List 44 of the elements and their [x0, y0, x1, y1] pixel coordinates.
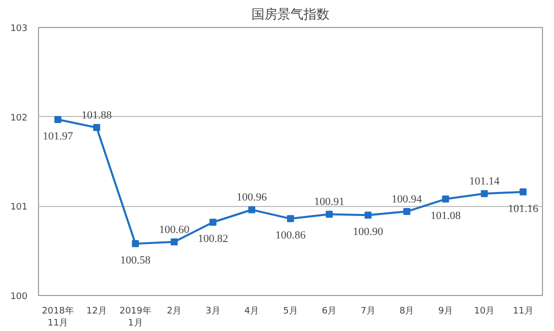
- y-tick-label: 100: [10, 292, 28, 302]
- x-tick-label: 7月: [360, 306, 376, 316]
- x-tick-label: 8月: [399, 306, 414, 316]
- point: [364, 212, 372, 219]
- x-tick-label: 10月: [474, 306, 495, 316]
- point: [209, 218, 216, 226]
- point: [403, 208, 410, 216]
- point: [248, 206, 256, 214]
- data-label: 100.90: [352, 226, 384, 238]
- y-tick-label: 101: [10, 202, 28, 213]
- point: [93, 124, 100, 132]
- y-tick-label: 103: [10, 24, 28, 34]
- data-label: 101.14: [469, 176, 500, 188]
- x-tick-label: 3月: [206, 306, 220, 316]
- x-tick-label: 4月: [244, 306, 260, 316]
- x-tick-label: 5月: [283, 306, 298, 316]
- point: [326, 210, 333, 218]
- x-tick-label: 2018年 11月: [42, 306, 74, 328]
- data-label: 101.16: [508, 202, 539, 215]
- data-label: 100.96: [236, 192, 268, 204]
- point: [480, 190, 488, 198]
- point: [520, 188, 527, 196]
- x-tick-label: 9月: [438, 306, 453, 316]
- chart-title: 国房景气指数: [252, 6, 330, 22]
- x-tick-label: 2月: [166, 306, 182, 316]
- x-tick-label: 6月: [322, 306, 337, 316]
- x-tick-label: 2019年 1月: [119, 306, 152, 328]
- data-label: 101.88: [82, 110, 112, 122]
- point: [287, 215, 294, 222]
- data-label: 100.91: [314, 196, 344, 208]
- data-label: 100.58: [120, 254, 152, 267]
- point: [442, 196, 450, 203]
- point: [132, 240, 139, 248]
- data-label: 100.94: [392, 194, 422, 206]
- y-tick-label: 102: [10, 113, 28, 124]
- x-tick-label: 11月: [512, 306, 534, 316]
- data-label: 101.08: [430, 210, 462, 222]
- data-label: 100.86: [275, 230, 306, 242]
- point: [54, 116, 62, 124]
- data-label: 101.97: [42, 130, 74, 143]
- data-label: 100.60: [159, 224, 190, 236]
- point: [170, 238, 178, 246]
- data-label: 100.82: [198, 233, 228, 246]
- x-tick-label: 12月: [86, 306, 107, 316]
